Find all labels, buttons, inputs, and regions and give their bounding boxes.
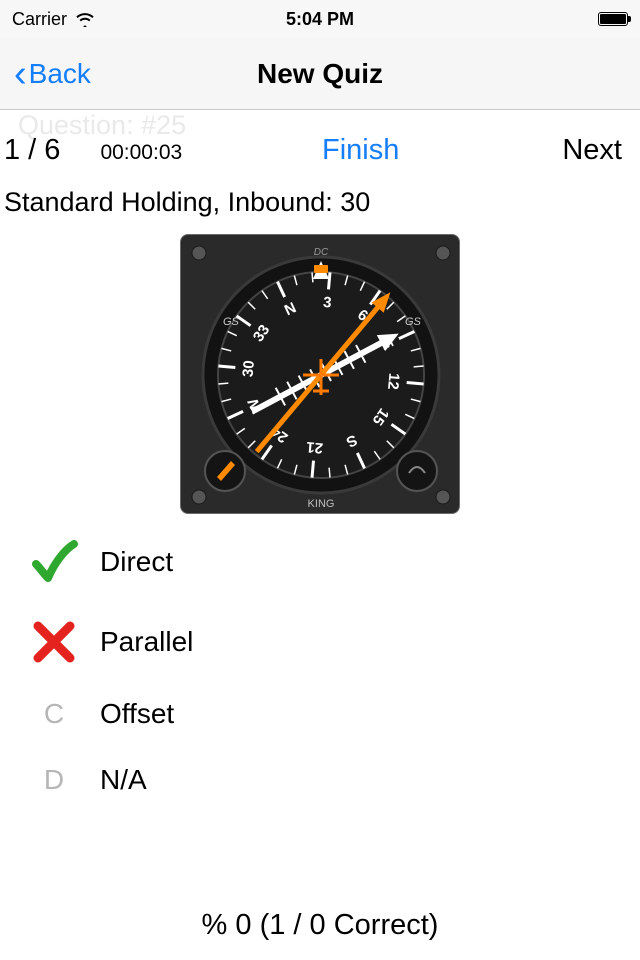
hsi-gauge: DC N36E1215S2124W3033 GS GS bbox=[180, 234, 460, 514]
back-button[interactable]: ‹ Back bbox=[14, 55, 91, 93]
score-text: % 0 (1 / 0 Correct) bbox=[0, 909, 640, 942]
chevron-left-icon: ‹ bbox=[14, 55, 27, 93]
quiz-controls: 1 / 6 00:00:03 Finish Next bbox=[0, 122, 640, 179]
x-icon bbox=[24, 620, 84, 664]
answer-d-letter: D bbox=[24, 764, 84, 796]
timer: 00:00:03 bbox=[100, 141, 182, 165]
back-label: Back bbox=[29, 58, 91, 90]
svg-text:30: 30 bbox=[240, 360, 258, 378]
svg-text:GS: GS bbox=[405, 316, 422, 328]
answer-a[interactable]: Direct bbox=[24, 538, 640, 586]
answer-c-letter: C bbox=[24, 698, 84, 730]
answer-c-text: Offset bbox=[100, 698, 174, 730]
svg-text:21: 21 bbox=[306, 438, 324, 456]
answer-a-text: Direct bbox=[100, 546, 173, 578]
question-text: Standard Holding, Inbound: 30 bbox=[0, 179, 640, 230]
question-counter: 1 / 6 bbox=[4, 134, 60, 167]
gauge-container: DC N36E1215S2124W3033 GS GS bbox=[0, 234, 640, 514]
status-time: 5:04 PM bbox=[286, 9, 354, 30]
answer-d-text: N/A bbox=[100, 764, 147, 796]
status-bar: Carrier 5:04 PM bbox=[0, 0, 640, 38]
answer-d[interactable]: D N/A bbox=[24, 764, 640, 796]
answer-b-text: Parallel bbox=[100, 626, 193, 658]
next-button[interactable]: Next bbox=[562, 134, 622, 167]
finish-button[interactable]: Finish bbox=[322, 134, 399, 167]
answer-list: Direct Parallel C Offset D N/A bbox=[0, 528, 640, 796]
answer-c[interactable]: C Offset bbox=[24, 698, 640, 730]
svg-text:GS: GS bbox=[223, 316, 240, 328]
nav-bar: ‹ Back New Quiz bbox=[0, 38, 640, 110]
wifi-icon bbox=[75, 11, 95, 27]
gauge-brand-bottom: KING bbox=[308, 498, 335, 510]
status-left: Carrier bbox=[12, 9, 95, 30]
carrier-label: Carrier bbox=[12, 9, 67, 30]
page-title: New Quiz bbox=[257, 58, 383, 90]
answer-b[interactable]: Parallel bbox=[24, 620, 640, 664]
check-icon bbox=[24, 538, 84, 586]
svg-text:12: 12 bbox=[384, 372, 402, 390]
svg-text:3: 3 bbox=[322, 294, 332, 312]
battery-icon bbox=[598, 12, 628, 26]
status-right bbox=[598, 12, 628, 26]
